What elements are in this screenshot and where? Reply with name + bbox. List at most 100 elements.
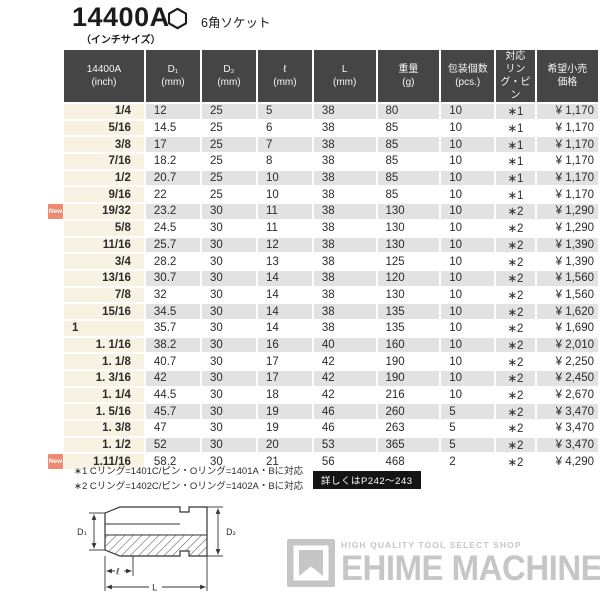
spec-cell: 30: [202, 320, 256, 336]
new-badge: New: [48, 204, 63, 219]
size-cell: 5/8: [64, 220, 144, 236]
spec-cell: 10: [257, 170, 312, 186]
spec-cell: 32: [145, 287, 201, 303]
size-cell: 13/16: [64, 270, 144, 286]
table-row: 13/16 30.7 30 14 38 120 10 ∗2 ¥ 1,560: [64, 270, 598, 286]
spec-cell: ¥ 1,690: [536, 320, 598, 336]
table-row: 1. 3/16 42 30 17 42 190 10 ∗2 ¥ 2,450: [64, 371, 598, 386]
spec-cell: 10: [441, 120, 495, 136]
spec-cell: 25: [202, 137, 256, 153]
spec-cell: 5: [257, 104, 312, 119]
spec-cell: ∗2: [496, 371, 535, 386]
spec-cell: 19: [257, 404, 312, 420]
spec-cell: 30: [202, 371, 256, 386]
spec-cell: 25: [202, 104, 256, 119]
spec-cell: ¥ 2,250: [536, 354, 598, 369]
spec-cell: ∗2: [496, 337, 535, 353]
table-row: 11/16 25.7 30 12 38 130 10 ∗2 ¥ 1,390: [64, 237, 598, 253]
spec-cell: 160: [377, 337, 440, 353]
ehime-machine-logo-icon: [287, 539, 335, 587]
spec-cell: 11: [257, 204, 312, 219]
column-header: 包装個数 (pcs.): [441, 50, 495, 102]
spec-cell: 10: [441, 137, 495, 153]
spec-cell: ¥ 2,010: [536, 337, 598, 353]
spec-cell: 14: [257, 287, 312, 303]
spec-cell: ¥ 1,390: [536, 254, 598, 269]
column-header: ℓ (mm): [257, 50, 312, 102]
spec-cell: ¥ 4,290: [536, 454, 598, 470]
spec-cell: 45.7: [145, 404, 201, 420]
product-model: 14400A: [72, 2, 170, 32]
spec-cell: 38: [313, 270, 376, 286]
spec-cell: 16: [257, 337, 312, 353]
table-row: 1. 5/16 45.7 30 19 46 260 5 ∗2 ¥ 3,470: [64, 404, 598, 420]
spec-cell: 42: [145, 371, 201, 386]
spec-cell: 21: [257, 454, 312, 470]
spec-cell: 38: [313, 220, 376, 236]
spec-cell: 42: [313, 387, 376, 403]
spec-cell: 8: [257, 154, 312, 169]
spec-cell: 22: [145, 187, 201, 203]
spec-cell: 42: [313, 371, 376, 386]
spec-cell: 10: [441, 304, 495, 319]
spec-cell: 30: [202, 337, 256, 353]
spec-cell: 12: [145, 104, 201, 119]
spec-cell: ∗1: [496, 187, 535, 203]
spec-cell: ¥ 3,470: [536, 404, 598, 420]
spec-cell: 58.2: [145, 454, 201, 470]
table-row: 7/8 32 30 14 38 130 10 ∗2 ¥ 1,560: [64, 287, 598, 303]
socket-dimension-diagram: D₁ D₂ ℓ L: [77, 506, 236, 594]
spec-cell: 10: [441, 320, 495, 336]
spec-cell: ∗1: [496, 154, 535, 169]
spec-cell: 5: [441, 404, 495, 420]
table-row: 1. 3/8 47 30 19 46 263 5 ∗2 ¥ 3,470: [64, 421, 598, 436]
spec-cell: 14: [257, 304, 312, 319]
spec-cell: 53: [313, 437, 376, 453]
spec-cell: 10: [441, 170, 495, 186]
spec-cell: ∗2: [496, 287, 535, 303]
size-cell: 1. 1/16: [64, 337, 144, 353]
column-header: 14400A (inch): [64, 50, 144, 102]
spec-cell: ∗1: [496, 120, 535, 136]
spec-cell: 38: [313, 170, 376, 186]
spec-cell: ∗2: [496, 220, 535, 236]
size-cell: New 1.11/16: [48, 454, 144, 470]
spec-cell: 25: [202, 154, 256, 169]
dim-label-L: L: [152, 584, 157, 594]
spec-cell: 30: [202, 287, 256, 303]
spec-cell: 130: [377, 220, 440, 236]
spec-cell: 468: [377, 454, 440, 470]
spec-cell: 12: [257, 237, 312, 253]
spec-cell: 10: [441, 220, 495, 236]
spec-cell: 30: [202, 237, 256, 253]
size-cell: 9/16: [64, 187, 144, 203]
spec-cell: 38.2: [145, 337, 201, 353]
shop-watermark: HIGH QUALITY TOOL SELECT SHOP EHIME MACH…: [286, 538, 600, 588]
spec-cell: ∗2: [496, 354, 535, 369]
spec-cell: 10: [441, 387, 495, 403]
spec-cell: 10: [441, 270, 495, 286]
spec-cell: 47: [145, 421, 201, 436]
spec-cell: ∗2: [496, 204, 535, 219]
dim-label-l: ℓ: [115, 568, 120, 578]
spec-cell: ∗1: [496, 104, 535, 119]
spec-cell: 19: [257, 421, 312, 436]
spec-cell: 85: [377, 187, 440, 203]
spec-cell: ¥ 1,290: [536, 220, 598, 236]
spec-cell: 190: [377, 354, 440, 369]
dim-label-d1: D₁: [77, 528, 87, 538]
spec-cell: 135: [377, 320, 440, 336]
spec-cell: 125: [377, 254, 440, 269]
size-cell: 1/2: [64, 170, 144, 186]
size-cell: New 19/32: [48, 204, 144, 219]
spec-cell: 38: [313, 204, 376, 219]
spec-cell: 10: [441, 354, 495, 369]
spec-cell: 190: [377, 371, 440, 386]
spec-cell: ¥ 3,470: [536, 421, 598, 436]
spec-cell: 17: [257, 354, 312, 369]
product-size-note: （インチサイズ）: [80, 35, 161, 47]
spec-cell: 85: [377, 154, 440, 169]
spec-cell: 216: [377, 387, 440, 403]
table-row: 1. 1/16 38.2 30 16 40 160 10 ∗2 ¥ 2,010: [64, 337, 598, 353]
